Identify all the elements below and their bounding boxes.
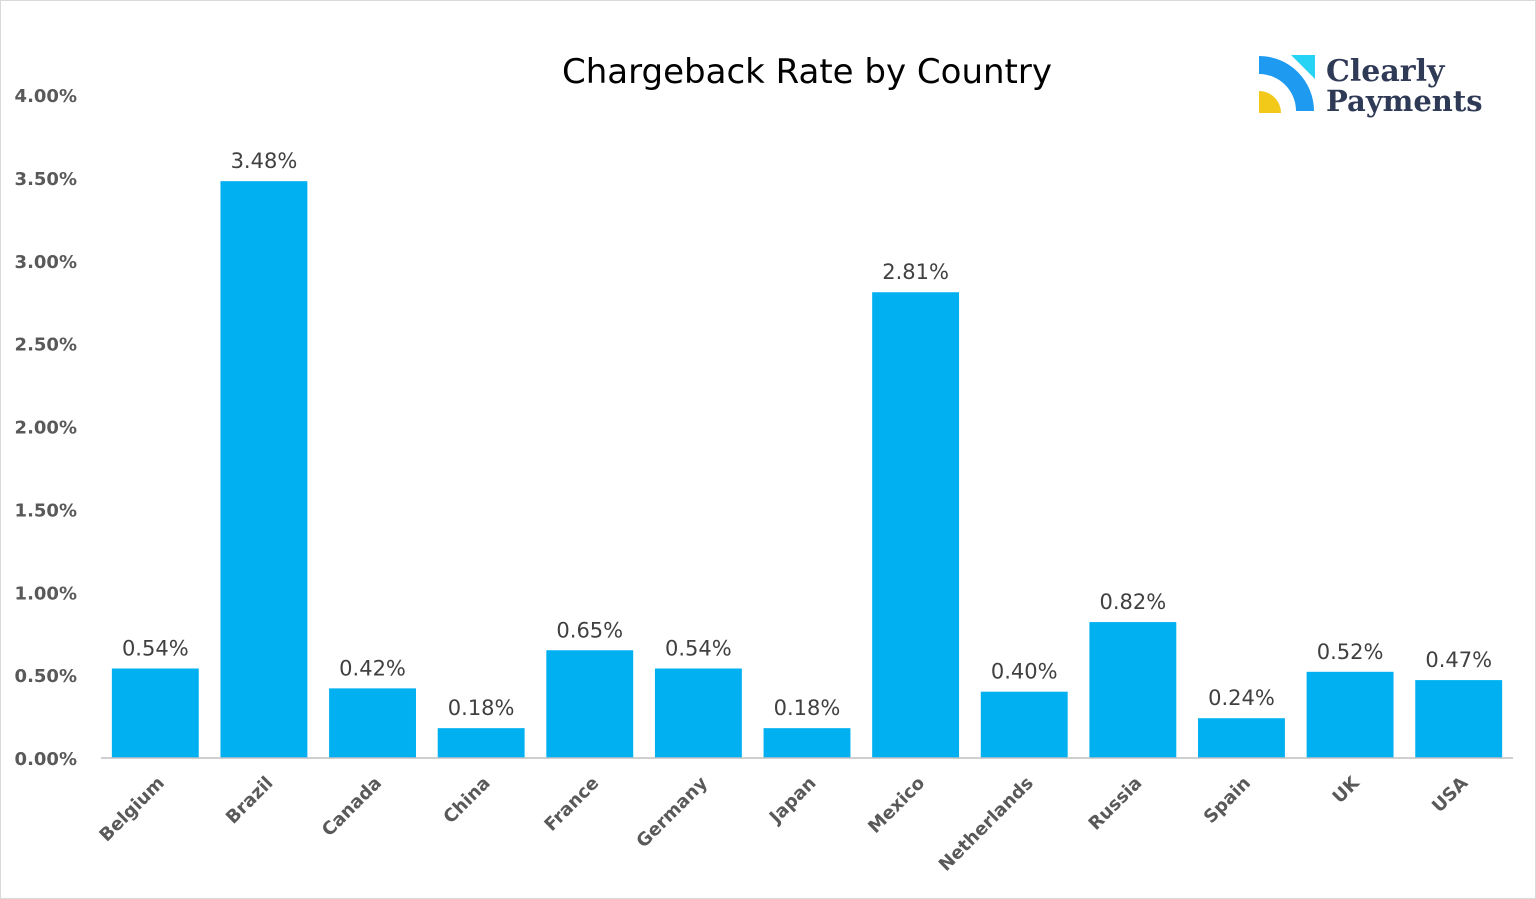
data-label: 0.42% [339,656,406,680]
data-label: 0.24% [1208,686,1275,710]
bar [546,650,634,758]
x-tick-label: Japan [764,773,820,829]
data-label: 0.52% [1317,640,1384,664]
bar [654,668,742,758]
y-tick-label: 0.50% [15,666,77,687]
logo-cyan-shape [1291,55,1315,79]
bar [1089,622,1177,758]
x-tick-label: Russia [1085,773,1147,835]
logo-yellow-shape [1259,91,1281,113]
x-tick-label: Spain [1200,773,1255,828]
y-tick-label: 3.00% [15,252,77,273]
y-tick-label: 4.00% [15,86,77,107]
bars-group [111,181,1503,758]
y-tick-label: 2.50% [15,335,77,356]
x-tick-label: Mexico [864,773,929,838]
logo-text-clearly: Clearly [1326,54,1446,89]
bar [220,181,308,758]
bar [763,728,851,758]
data-labels-group: 0.54% 3.48% 0.42% 0.18% 0.65% 0.54% 0.18% 2.81%… [122,149,1492,720]
data-label: 0.54% [665,636,732,660]
bar [329,688,416,758]
x-tick-label: Netherlands [935,773,1038,876]
bar [980,691,1068,758]
data-label: 0.82% [1099,590,1166,614]
x-axis: Belgium Brazil Canada China France Germany Jap… [95,757,1513,876]
bar [1415,680,1503,758]
x-tick-label: USA [1428,773,1472,817]
x-tick-label: Germany [633,772,713,852]
data-label: 3.48% [231,149,298,173]
y-tick-label: 1.00% [15,583,77,604]
bar [1306,671,1394,758]
data-label: 0.47% [1425,648,1492,672]
logo-blue-arc [1259,56,1314,111]
data-label: 0.18% [448,696,515,720]
y-tick-label: 0.00% [15,749,77,770]
data-label: 0.54% [122,636,189,660]
clearly-payments-logo-icon [1259,55,1315,113]
chart-title: Chargeback Rate by Country [562,52,1052,92]
x-tick-label: UK [1329,772,1365,808]
x-tick-label: France [540,773,603,836]
y-tick-label: 3.50% [15,169,77,190]
data-label: 0.18% [774,696,841,720]
bar [1198,718,1285,758]
y-tick-label: 1.50% [15,500,77,521]
data-label: 2.81% [882,260,949,284]
data-label: 0.65% [556,618,623,642]
data-label: 0.40% [991,660,1058,684]
x-tick-label: Belgium [95,773,168,846]
x-tick-label: Canada [318,773,386,841]
bar [437,728,525,758]
x-tick-label: Brazil [222,773,278,829]
logo: Clearly Payments [1259,54,1483,118]
logo-text-payments: Payments [1326,84,1483,118]
y-tick-label: 2.00% [15,418,77,439]
bar [872,292,960,758]
bar [111,668,199,758]
x-tick-label: China [439,773,494,828]
y-axis: 0.00% 0.50% 1.00% 1.50% 2.00% 2.50% 3.00% 3.50%… [15,86,77,770]
